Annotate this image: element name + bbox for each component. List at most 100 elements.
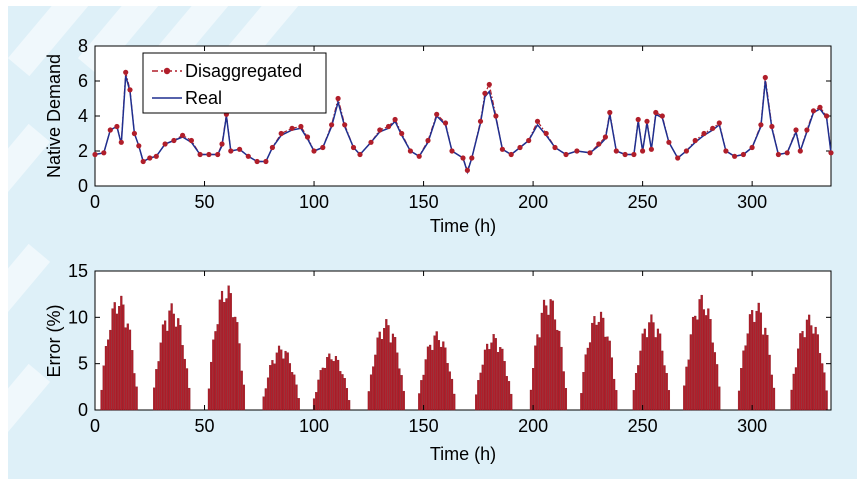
- error-bar: [762, 334, 765, 411]
- disaggregated-point: [335, 95, 341, 102]
- disaggregated-point: [740, 151, 747, 158]
- error-bar: [825, 390, 828, 411]
- error-bar: [369, 374, 373, 411]
- error-bar: [188, 387, 191, 411]
- error-bar: [321, 367, 324, 411]
- error-bar: [275, 352, 278, 411]
- disaggregated-point: [101, 150, 107, 156]
- y-tick-label: 8: [78, 36, 88, 56]
- error-bar: [212, 339, 215, 411]
- error-bar: [654, 337, 657, 411]
- disaggregated-point: [793, 127, 799, 133]
- disaggregated-point: [162, 141, 168, 147]
- error-bar: [424, 359, 427, 411]
- error-bar: [801, 331, 804, 411]
- demand-series: [92, 69, 834, 175]
- error-bar: [689, 334, 692, 411]
- disaggregated-point: [298, 123, 304, 130]
- error-bar: [172, 313, 175, 411]
- error-bar: [702, 309, 706, 411]
- error-bar: [591, 322, 594, 411]
- error-bar: [389, 342, 392, 411]
- error-bar: [818, 353, 822, 411]
- error-bar: [615, 390, 618, 411]
- disaggregated-point: [499, 146, 505, 152]
- error-bar: [227, 285, 230, 411]
- disaggregated-point: [228, 148, 234, 154]
- disaggregated-point: [602, 134, 609, 140]
- error-bar: [593, 316, 596, 411]
- disaggregated-point: [644, 118, 650, 124]
- x-tick-label: 300: [737, 192, 767, 212]
- error-bar: [639, 350, 642, 411]
- disaggregated-point: [206, 151, 212, 158]
- disaggregated-point: [171, 137, 177, 144]
- error-bar: [772, 387, 776, 411]
- error-bar: [659, 333, 662, 411]
- error-bar: [111, 308, 114, 411]
- error-bar: [709, 319, 712, 411]
- disaggregated-point: [460, 155, 466, 161]
- error-bar: [446, 363, 449, 411]
- legend-real-label: Real: [185, 88, 222, 108]
- error-bar: [238, 343, 241, 411]
- y-tick-label: 15: [68, 261, 88, 281]
- error-bar: [814, 326, 817, 411]
- error-bar: [483, 349, 487, 411]
- disaggregated-point: [723, 148, 729, 154]
- disaggregated-point: [434, 111, 440, 117]
- disaggregated-point: [449, 148, 455, 154]
- error-bar: [648, 322, 651, 411]
- error-bar: [286, 352, 289, 411]
- disaggregated-point: [180, 132, 186, 138]
- x-tick-label: 250: [628, 416, 658, 436]
- disaggregated-point: [107, 127, 113, 133]
- error-bar: [220, 290, 224, 411]
- error-bar: [564, 388, 568, 411]
- disaggregated-point: [92, 151, 98, 158]
- error-bar: [475, 394, 478, 411]
- disaggregated-point: [810, 108, 817, 114]
- error-bar: [737, 390, 741, 411]
- error-bar: [534, 345, 537, 411]
- error-bar: [131, 350, 134, 411]
- error-bar: [236, 322, 239, 411]
- disaggregated-point: [607, 109, 613, 116]
- error-bar: [433, 335, 436, 411]
- error-plot: 0 50 100 150 200 250 300 0 5 10 15 Time (h) Error …: [44, 261, 832, 464]
- error-bar: [634, 373, 638, 411]
- disaggregated-point: [188, 137, 194, 144]
- error-bar: [661, 350, 664, 411]
- error-bar: [613, 378, 616, 411]
- y-tick-label: 6: [78, 71, 88, 91]
- x-tick-label: 200: [518, 416, 548, 436]
- error-bar: [170, 303, 173, 411]
- error-bar: [166, 330, 169, 411]
- error-bar: [505, 376, 508, 411]
- error-bar: [394, 337, 397, 411]
- error-bar: [486, 343, 489, 411]
- error-bar: [479, 372, 482, 411]
- error-bar: [328, 353, 331, 411]
- error-bar: [768, 354, 771, 411]
- error-bar: [396, 352, 399, 411]
- error-bar: [597, 321, 600, 411]
- error-bar: [398, 368, 401, 411]
- error-bar: [536, 334, 539, 411]
- x-tick-label: 250: [628, 192, 658, 212]
- error-bar: [718, 386, 721, 411]
- disaggregated-point: [131, 130, 137, 137]
- error-bar: [766, 334, 769, 411]
- error-bar: [490, 342, 493, 411]
- error-bar: [816, 334, 819, 411]
- error-bar: [656, 328, 660, 411]
- error-bar: [606, 336, 609, 411]
- error-plot-area: [94, 270, 832, 411]
- error-bar: [610, 357, 614, 411]
- disaggregated-point: [534, 118, 541, 124]
- error-bar: [339, 371, 342, 411]
- error-bar: [118, 306, 121, 411]
- error-bar: [229, 293, 232, 411]
- error-bar: [562, 371, 565, 411]
- error-bar: [538, 337, 541, 411]
